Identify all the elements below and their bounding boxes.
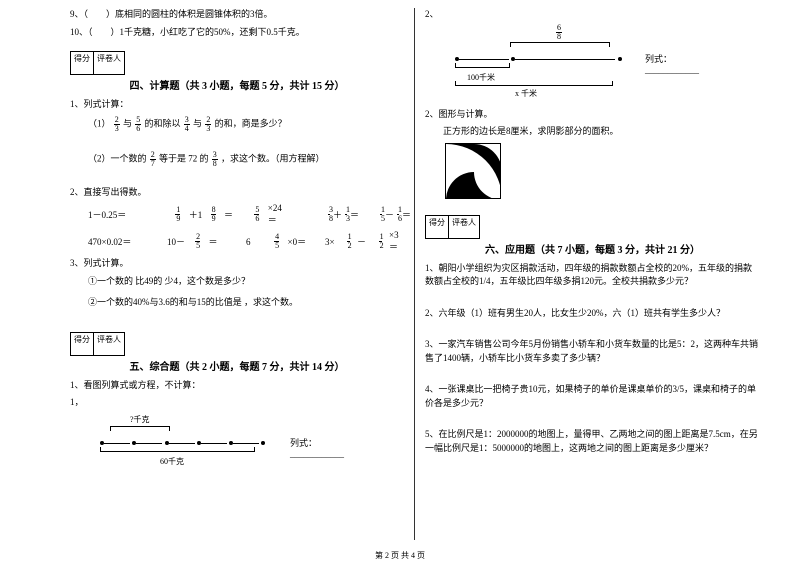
text: 的和，商是多少？ [215,118,287,128]
s6-q3: 3、一家汽车销售公司今年5月份销售小轿车和小货车数量的比是5：2，这两种车共销售… [425,338,760,365]
calc-row-1: 1－0.25＝ 19＋189＝ 56×24＝ 38＋13＝ 15－16＝ [70,203,404,226]
text: 等于是 72 的 [159,153,209,163]
section-4-title: 四、计算题（共 3 小题，每题 5 分，共计 15 分） [70,77,404,92]
s4-q1-2: （2）一个数的 27 等于是 72 的 38 ，求这个数。（用方程解） [70,151,404,168]
brace-diagram-1: ?千克 60千克 列式：____________ [100,416,280,466]
section-6-title: 六、应用题（共 7 小题，每题 3 分，共计 21 分） [425,241,760,256]
s5-q1: 1、看图列算式或方程，不计算： [70,379,404,393]
diagram-label: x 千米 [515,88,537,99]
s6-q2: 2、六年级（1）班有男生20人，比女生少20%，六（1）班共有学生多少人？ [425,307,760,321]
brace-diagram-2: 68 100千米 x 千米 列式：____________ [455,28,635,98]
s5-q2b: 正方形的边长是8厘米，求阴影部分的面积。 [425,125,760,139]
fraction: 34 [184,116,190,133]
calc-item: 645×0＝ [246,230,325,253]
s5-q2: 2、图形与计算。 [425,108,760,122]
formula-label: 列式：____________ [290,436,344,459]
shape-figure [445,143,501,199]
formula-label: 列式：____________ [645,52,699,75]
s4-q3-2: ②一个数的40%与3.6的和与15的比值是 ，求这个数。 [70,296,404,310]
calc-row-2: 470×0.02＝ 10－25＝ 645×0＝ 3×12－12×3＝ [70,230,404,253]
page-footer: 第 2 页 共 4 页 [0,550,800,561]
text: （2）一个数的 [88,153,147,163]
s4-q3-1: ①一个数的 比49的 少4，这个数是多少？ [70,275,404,289]
s6-q1: 1、朝阳小学组织为灾区捐款活动，四年级的捐款数额占全校的20%，五年级的捐款数额… [425,262,760,289]
fraction: 23 [114,116,120,133]
s5-q1-sub: 1， [70,396,404,410]
s4-q1-1: （1） 23 与 56 的和除以 34 与 23 的和，商是多少？ [70,116,404,133]
grader-label: 评卷人 [94,52,124,74]
s4-q1: 1、列式计算： [70,98,404,112]
calc-item: 56×24＝ [246,203,325,226]
s6-q5: 5、在比例尺是1：2000000的地图上，量得甲、乙两地之间的图上距离是7.5c… [425,428,760,455]
diagram-label: 60千克 [160,456,184,467]
score-box: 得分 评卷人 [425,215,480,239]
text: 的和除以 [145,118,181,128]
section-5-title: 五、综合题（共 2 小题，每题 7 分，共计 14 分） [70,358,404,373]
calc-item: 1－0.25＝ [88,203,167,226]
fraction: 38 [212,151,218,168]
score-box: 得分 评卷人 [70,51,125,75]
s4-q3: 3、列式计算。 [70,257,404,271]
calc-item: 3×12－12×3＝ [325,230,404,253]
grader-label: 评卷人 [94,333,124,355]
text: （1） [88,118,111,128]
diagram-label: ?千克 [130,414,150,425]
fraction: 23 [205,116,211,133]
calc-item: 10－25＝ [167,230,246,253]
fraction: 68 [556,24,562,41]
calc-item: 19＋189＝ [167,203,246,226]
calc-item: 38＋13＝ 15－16＝ [325,203,404,226]
fraction: 56 [135,116,141,133]
grader-label: 评卷人 [449,216,479,238]
calc-item: 470×0.02＝ [88,230,167,253]
fraction: 27 [150,151,156,168]
score-label: 得分 [426,216,449,238]
s5-q1-sub2: 2、 [425,8,760,22]
s6-q4: 4、一张课桌比一把椅子贵10元，如果椅子的单价是课桌单价的3/5，课桌和椅子的单… [425,383,760,410]
score-box: 得分 评卷人 [70,332,125,356]
text: 与 [123,118,132,128]
text: ，求这个数。（用方程解） [221,153,325,163]
text: 与 [193,118,202,128]
question-10: 10、（ ）1千克糖，小红吃了它的50%，还剩下0.5千克。 [70,26,404,40]
score-label: 得分 [71,333,94,355]
question-9: 9、（ ）底相同的圆柱的体积是圆锥体积的3倍。 [70,8,404,22]
score-label: 得分 [71,52,94,74]
s4-q2: 2、直接写出得数。 [70,186,404,200]
